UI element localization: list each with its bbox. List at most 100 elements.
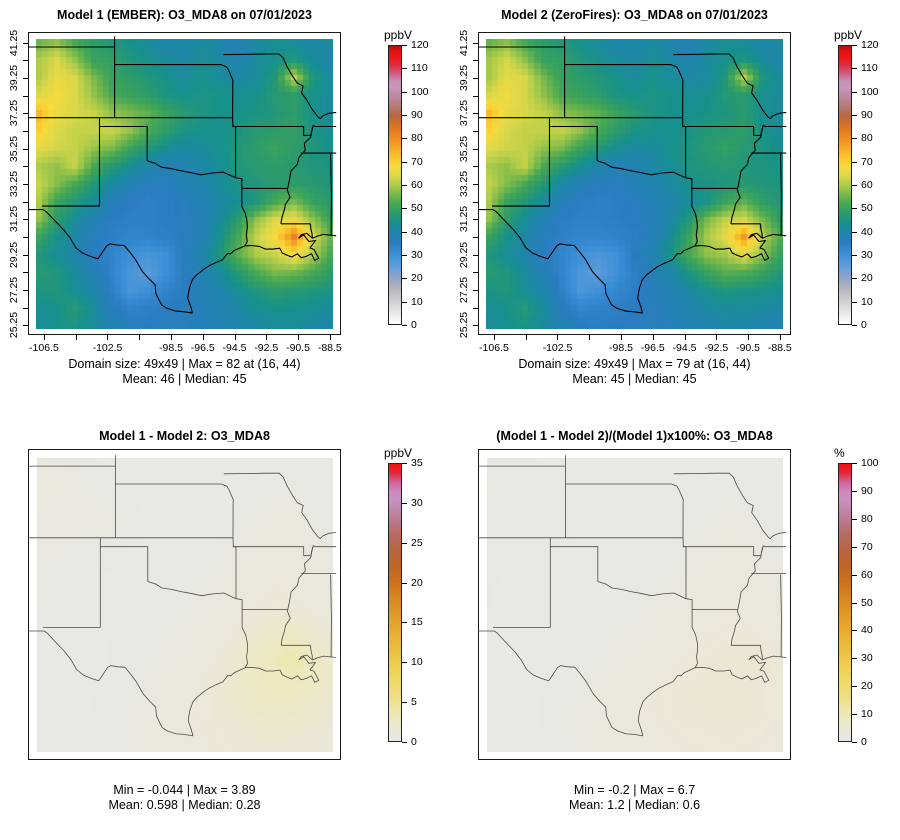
y-axis-tick [23, 95, 28, 97]
x-axis-tick [779, 335, 781, 340]
x-axis-tick [107, 335, 109, 340]
colorbar-tick-label: 20 [411, 272, 423, 285]
stats-line2: Mean: 1.2 | Median: 0.6 [568, 797, 701, 812]
colorbar-tick-label: 120 [861, 39, 879, 51]
x-axis-tick [43, 335, 45, 340]
colorbar-tick [402, 91, 407, 93]
stats-line1: Domain size: 49x49 | Max = 82 at (16, 44… [68, 357, 301, 371]
pct-diff-heatmap-canvas [487, 458, 783, 752]
colorbar-tick [852, 574, 857, 576]
x-axis-label: -88.5 [767, 342, 792, 354]
y-axis-tick [23, 307, 28, 309]
colorbar-tick [852, 45, 857, 46]
y-axis-tick [473, 60, 478, 62]
colorbar-gradient [388, 463, 402, 742]
y-axis-label: 25.25 [458, 312, 470, 339]
colorbar-tick-label: 0 [411, 319, 417, 331]
y-axis-tick [473, 290, 478, 292]
x-axis-label: -98.5 [609, 342, 633, 354]
x-axis-label: -92.5 [704, 342, 729, 354]
y-axis-tick [473, 95, 478, 97]
colorbar-tick-label: 35 [411, 457, 423, 469]
colorbar-tick-label: 10 [861, 708, 873, 721]
stats-line1: Min = -0.044 | Max = 3.89 [113, 783, 256, 797]
colorbar-tick-label: 5 [411, 696, 417, 709]
y-axis-tick [23, 254, 28, 256]
y-axis-tick [23, 77, 28, 79]
colorbar-tick-label: 30 [411, 496, 423, 509]
colorbar-tick-label: 20 [861, 272, 873, 285]
x-axis-tick [525, 335, 527, 340]
x-axis-label: -92.5 [254, 342, 279, 354]
x-axis-tick [652, 335, 654, 340]
colorbar-tick-label: 90 [861, 484, 873, 497]
colorbar-tick [852, 742, 857, 743]
colorbar-tick [402, 502, 407, 504]
y-axis-tick [473, 237, 478, 239]
x-axis-label: -102.5 [542, 342, 573, 354]
colorbar-tick [852, 630, 857, 632]
y-axis-label: 27.25 [458, 276, 470, 304]
colorbar-tick-label: 40 [411, 225, 423, 238]
y-axis-label: 37.25 [458, 100, 470, 127]
y-axis-tick [23, 325, 28, 327]
y-axis-tick [23, 42, 28, 44]
colorbar-tick [402, 582, 407, 584]
y-axis-tick [473, 272, 478, 274]
colorbar-tick [852, 686, 857, 688]
colorbar-tick-label: 40 [861, 624, 873, 637]
y-axis-tick [473, 113, 478, 115]
colorbar-tick [852, 115, 857, 116]
y-axis-tick [23, 113, 28, 115]
y-axis-tick [473, 77, 478, 79]
colorbar-tick-label: 90 [861, 109, 873, 121]
x-axis-tick [589, 335, 591, 340]
colorbar-gradient [838, 45, 852, 325]
o3-heatmap-canvas [486, 39, 783, 329]
y-axis-tick [473, 307, 478, 309]
x-axis-label: -94.5 [672, 342, 697, 354]
y-axis-tick [23, 201, 28, 203]
y-axis-tick [23, 130, 28, 132]
x-axis-label: -102.5 [92, 342, 123, 354]
x-axis-label: -94.5 [222, 342, 247, 354]
colorbar-tick [402, 208, 407, 210]
colorbar-tick-label: 100 [861, 85, 879, 98]
y-axis-tick [473, 184, 478, 185]
stats-line2: Mean: 0.598 | Median: 0.28 [108, 797, 261, 812]
stats-text: Domain size: 49x49 | Max = 79 at (16, 44… [478, 357, 791, 387]
y-axis-tick [473, 254, 478, 256]
colorbar-tick [402, 702, 407, 704]
colorbar-tick-label: 100 [861, 457, 879, 469]
colorbar-tick-label: 25 [411, 536, 423, 549]
colorbar-tick [852, 518, 857, 520]
y-axis-label: 37.25 [8, 100, 20, 127]
colorbar-tick [402, 662, 407, 664]
y-axis-label: 27.25 [8, 276, 20, 304]
colorbar-tick-label: 120 [411, 39, 429, 51]
colorbar-tick [402, 301, 407, 303]
x-axis-label: -88.5 [317, 342, 342, 354]
y-axis-label: 25.25 [8, 312, 20, 339]
colorbar-tick-label: 60 [861, 179, 873, 191]
colorbar-tick [402, 185, 407, 186]
x-axis-label: -106.5 [479, 342, 509, 354]
y-axis-tick [473, 201, 478, 203]
colorbar-tick [852, 490, 857, 492]
colorbar-tick [852, 185, 857, 186]
panel-title: Model 1 (EMBER): O3_MDA8 on 07/01/2023 [57, 8, 312, 22]
x-axis-label: -90.5 [286, 342, 311, 354]
x-axis-tick [171, 335, 172, 340]
colorbar-tick [402, 231, 407, 233]
colorbar-tick-label: 15 [411, 616, 423, 629]
x-axis-tick [748, 335, 750, 340]
y-axis-tick [23, 219, 28, 221]
colorbar-tick [852, 463, 857, 464]
colorbar-tick [852, 278, 857, 280]
x-axis-tick [234, 335, 236, 340]
y-axis-label: 35.25 [458, 135, 470, 162]
colorbar-tick [852, 546, 857, 548]
y-axis-tick [23, 184, 28, 185]
stats-text: Min = -0.2 | Max = 6.7 Mean: 1.2 | Media… [478, 783, 791, 813]
